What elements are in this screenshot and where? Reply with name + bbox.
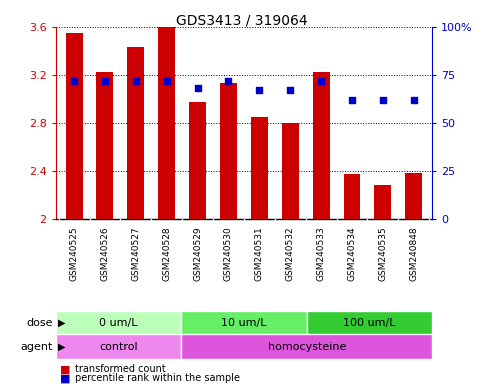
Text: homocysteine: homocysteine xyxy=(268,341,346,352)
Bar xyxy=(405,173,422,219)
Text: control: control xyxy=(99,341,138,352)
Bar xyxy=(374,185,391,219)
Text: transformed count: transformed count xyxy=(75,364,166,374)
Text: GSM240530: GSM240530 xyxy=(224,226,233,281)
Bar xyxy=(313,73,329,219)
Point xyxy=(132,78,140,84)
Text: agent: agent xyxy=(21,341,53,352)
Bar xyxy=(220,83,237,219)
Text: GSM240533: GSM240533 xyxy=(317,226,326,281)
Text: GSM240527: GSM240527 xyxy=(131,226,141,281)
Text: ▶: ▶ xyxy=(58,318,66,328)
Bar xyxy=(181,334,432,359)
Bar xyxy=(189,103,206,219)
Bar xyxy=(56,311,181,334)
Text: ▶: ▶ xyxy=(58,341,66,352)
Point xyxy=(256,87,263,93)
Point xyxy=(410,97,418,103)
Point xyxy=(163,78,170,84)
Point xyxy=(101,78,109,84)
Bar xyxy=(251,117,268,219)
Text: 0 um/L: 0 um/L xyxy=(99,318,138,328)
Bar xyxy=(181,311,307,334)
Point xyxy=(286,87,294,93)
Bar xyxy=(66,33,83,219)
Text: 100 um/L: 100 um/L xyxy=(343,318,396,328)
Text: ■: ■ xyxy=(60,364,71,374)
Bar xyxy=(56,334,181,359)
Point xyxy=(379,97,387,103)
Text: percentile rank within the sample: percentile rank within the sample xyxy=(75,373,240,383)
Text: GSM240531: GSM240531 xyxy=(255,226,264,281)
Text: GSM240534: GSM240534 xyxy=(347,226,356,281)
Text: GSM240529: GSM240529 xyxy=(193,226,202,281)
Bar xyxy=(343,174,360,219)
Point xyxy=(348,97,356,103)
Text: GSM240528: GSM240528 xyxy=(162,226,171,281)
Text: 10 um/L: 10 um/L xyxy=(221,318,267,328)
Point xyxy=(317,78,325,84)
Bar xyxy=(307,311,432,334)
Text: GSM240848: GSM240848 xyxy=(409,226,418,281)
Text: GSM240532: GSM240532 xyxy=(286,226,295,281)
Point xyxy=(225,78,232,84)
Text: GSM240535: GSM240535 xyxy=(378,226,387,281)
Bar xyxy=(282,123,298,219)
Text: GSM240526: GSM240526 xyxy=(100,226,110,281)
Bar xyxy=(97,73,114,219)
Text: GSM240525: GSM240525 xyxy=(70,226,79,281)
Text: dose: dose xyxy=(27,318,53,328)
Point xyxy=(194,85,201,91)
Point xyxy=(70,78,78,84)
Bar xyxy=(128,47,144,219)
Bar xyxy=(158,27,175,219)
Text: GDS3413 / 319064: GDS3413 / 319064 xyxy=(176,13,307,27)
Text: ■: ■ xyxy=(60,373,71,383)
